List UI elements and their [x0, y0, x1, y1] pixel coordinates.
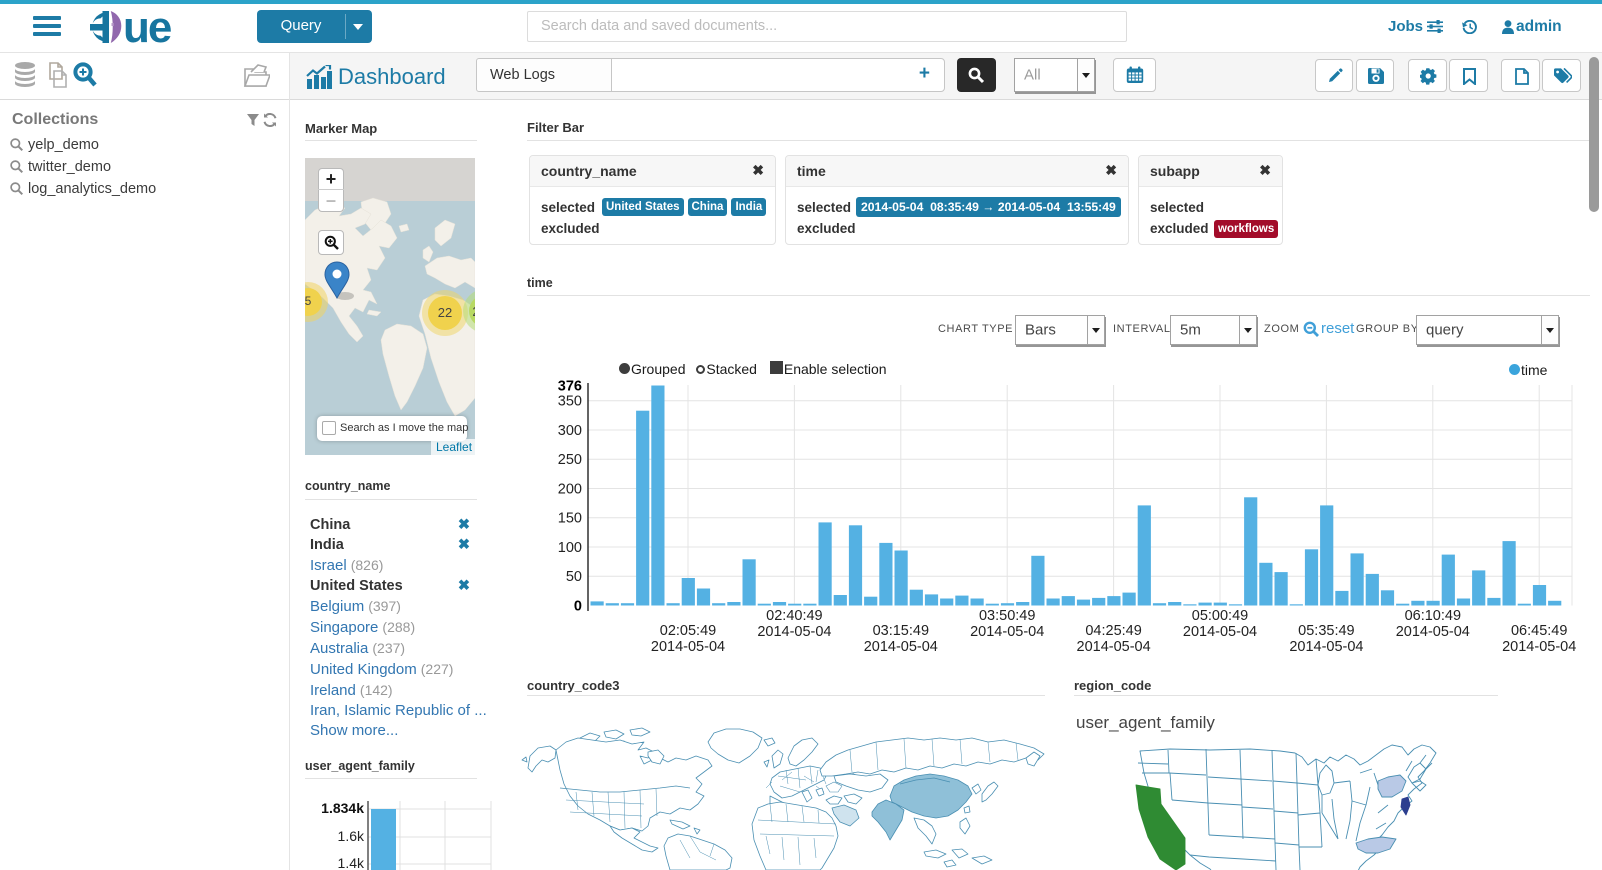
svg-text:04:25:49: 04:25:49 — [1085, 623, 1141, 639]
svg-text:1.834k: 1.834k — [321, 800, 364, 816]
svg-text:05:35:49: 05:35:49 — [1298, 623, 1354, 639]
svg-text:2014-05-04: 2014-05-04 — [1289, 639, 1363, 655]
svg-text:100: 100 — [558, 540, 582, 556]
svg-text:0: 0 — [574, 599, 582, 615]
svg-text:1.4k: 1.4k — [338, 855, 365, 870]
svg-text:2014-05-04: 2014-05-04 — [864, 639, 938, 655]
svg-text:2014-05-04: 2014-05-04 — [1396, 624, 1470, 640]
svg-text:02:05:49: 02:05:49 — [660, 623, 716, 639]
svg-text:50: 50 — [566, 569, 582, 585]
svg-text:2014-05-04: 2014-05-04 — [757, 624, 831, 640]
svg-text:376: 376 — [558, 380, 582, 395]
svg-text:150: 150 — [558, 511, 582, 527]
svg-text:2014-05-04: 2014-05-04 — [1502, 639, 1576, 655]
svg-text:200: 200 — [558, 482, 582, 498]
svg-text:05:00:49: 05:00:49 — [1192, 608, 1248, 624]
svg-text:2014-05-04: 2014-05-04 — [1183, 624, 1257, 640]
svg-text:03:50:49: 03:50:49 — [979, 608, 1035, 624]
svg-text:02:40:49: 02:40:49 — [766, 608, 822, 624]
svg-text:2014-05-04: 2014-05-04 — [970, 624, 1044, 640]
svg-text:300: 300 — [558, 423, 582, 439]
svg-text:2014-05-04: 2014-05-04 — [1077, 639, 1151, 655]
svg-text:06:45:49: 06:45:49 — [1511, 623, 1567, 639]
svg-text:1.6k: 1.6k — [338, 828, 365, 844]
svg-text:2014-05-04: 2014-05-04 — [651, 639, 725, 655]
svg-text:06:10:49: 06:10:49 — [1405, 608, 1461, 624]
svg-text:ue: ue — [123, 10, 171, 46]
svg-text:03:15:49: 03:15:49 — [873, 623, 929, 639]
svg-text:250: 250 — [558, 452, 582, 468]
svg-text:350: 350 — [558, 394, 582, 410]
